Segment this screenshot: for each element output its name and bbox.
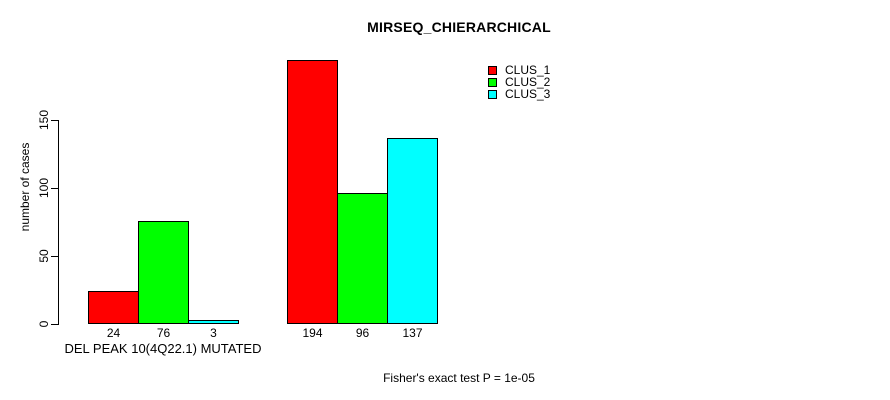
bar-value-label: 194: [302, 326, 323, 340]
bar-value-label: 3: [210, 326, 217, 340]
y-tick-label: 150: [37, 109, 51, 131]
legend-label: CLUS_3: [505, 87, 551, 101]
bar-value-label: 76: [156, 326, 171, 340]
y-tick-mark: [51, 324, 58, 325]
legend-label: CLUS_2: [505, 75, 551, 89]
fisher-test-note: Fisher's exact test P = 1e-05: [383, 371, 535, 385]
bar-clus_3: [188, 320, 239, 324]
y-axis-label: number of cases: [18, 142, 32, 232]
chart-title: MIRSEQ_CHIERARCHICAL: [367, 19, 551, 35]
bar-value-label: 24: [106, 326, 121, 340]
legend-item-clus_3: CLUS_3: [488, 88, 550, 100]
bar-clus_3: [387, 138, 438, 324]
y-tick-label: 0: [37, 320, 51, 328]
legend: CLUS_1 CLUS_2 CLUS_3: [488, 64, 550, 100]
y-tick-label: 50: [37, 249, 51, 263]
bar-clus_2: [138, 221, 189, 324]
y-tick-mark: [51, 188, 58, 189]
bar-value-label: 137: [402, 326, 423, 340]
y-axis-line: [58, 120, 59, 325]
legend-item-clus_1: CLUS_1: [488, 64, 550, 76]
legend-item-clus_2: CLUS_2: [488, 76, 550, 88]
x-axis-label: DEL PEAK 10(4Q22.1) MUTATED: [64, 341, 262, 356]
legend-label: CLUS_1: [505, 63, 551, 77]
legend-swatch: [488, 89, 497, 99]
bar-clus_1: [88, 291, 139, 324]
bar-clus_1: [287, 60, 338, 324]
y-tick-mark: [51, 256, 58, 257]
y-tick-label: 100: [37, 177, 51, 199]
bar-value-label: 96: [355, 326, 370, 340]
bar-clus_2: [337, 193, 388, 324]
y-tick-mark: [51, 120, 58, 121]
legend-swatch: [488, 77, 497, 87]
legend-swatch: [488, 65, 497, 75]
